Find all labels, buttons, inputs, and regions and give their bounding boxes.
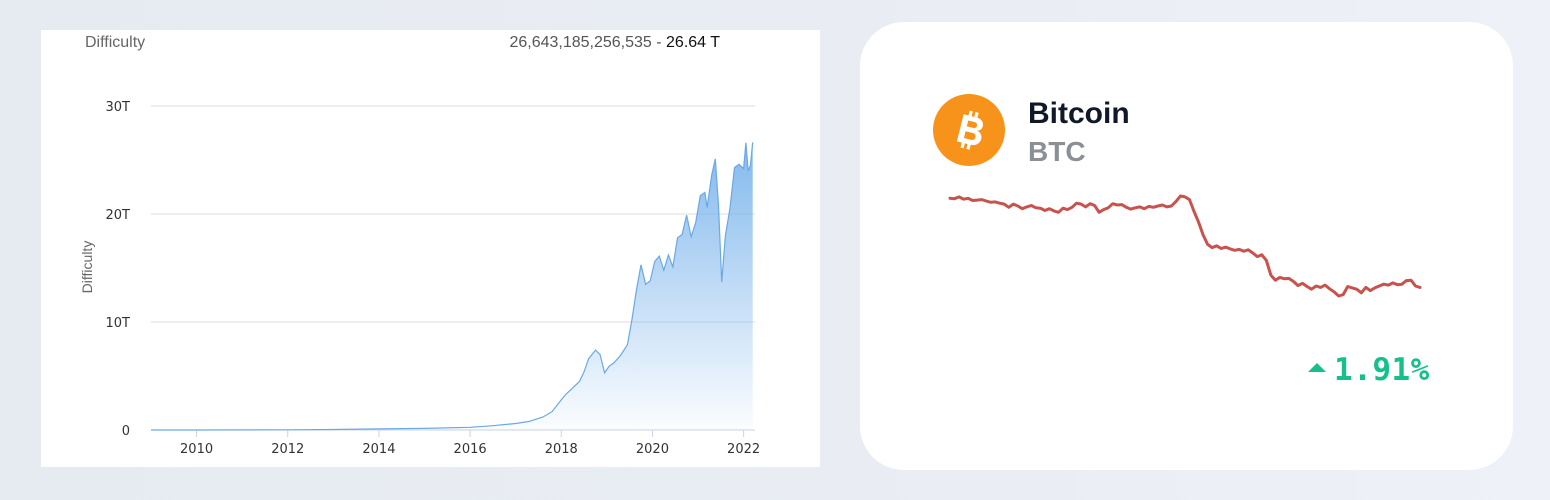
x-tick-label: 2012 <box>271 442 304 457</box>
x-tick-label: 2022 <box>727 442 760 457</box>
y-axis-label: Difficulty <box>79 241 95 294</box>
chart-header-value: 26,643,185,256,535 - 26.64 T <box>509 34 720 51</box>
x-tick-label: 2016 <box>454 442 487 457</box>
difficulty-line <box>151 142 754 431</box>
x-tick-label: 2018 <box>545 442 578 457</box>
coin-card[interactable]: Bitcoin BTC 1.91% <box>860 22 1513 470</box>
difficulty-chart-panel: Difficulty 26,643,185,256,535 - 26.64 T … <box>41 30 820 467</box>
x-tick-label: 2014 <box>362 442 395 457</box>
price-sparkline <box>948 194 1422 298</box>
difficulty-area <box>151 142 753 431</box>
x-tick-label: 2010 <box>180 442 213 457</box>
price-change-percent: 1.91% <box>1334 352 1430 388</box>
up-arrow-icon <box>1308 362 1326 372</box>
y-tick-label: 30T <box>106 100 131 115</box>
coin-name: Bitcoin <box>1028 97 1130 130</box>
bitcoin-icon <box>933 94 1005 166</box>
current-difficulty-short: 26.64 T <box>666 34 720 51</box>
y-tick-label: 10T <box>106 316 131 331</box>
sparkline-path <box>948 194 1422 298</box>
chart-header-title: Difficulty <box>85 34 146 51</box>
current-difficulty-value: 26,643,185,256,535 <box>509 34 652 51</box>
price-change: 1.91% <box>1308 352 1430 388</box>
x-tick-label: 2020 <box>636 442 669 457</box>
y-tick-label: 20T <box>106 208 131 223</box>
coin-symbol: BTC <box>1028 136 1086 167</box>
y-tick-label: 0 <box>122 424 130 439</box>
